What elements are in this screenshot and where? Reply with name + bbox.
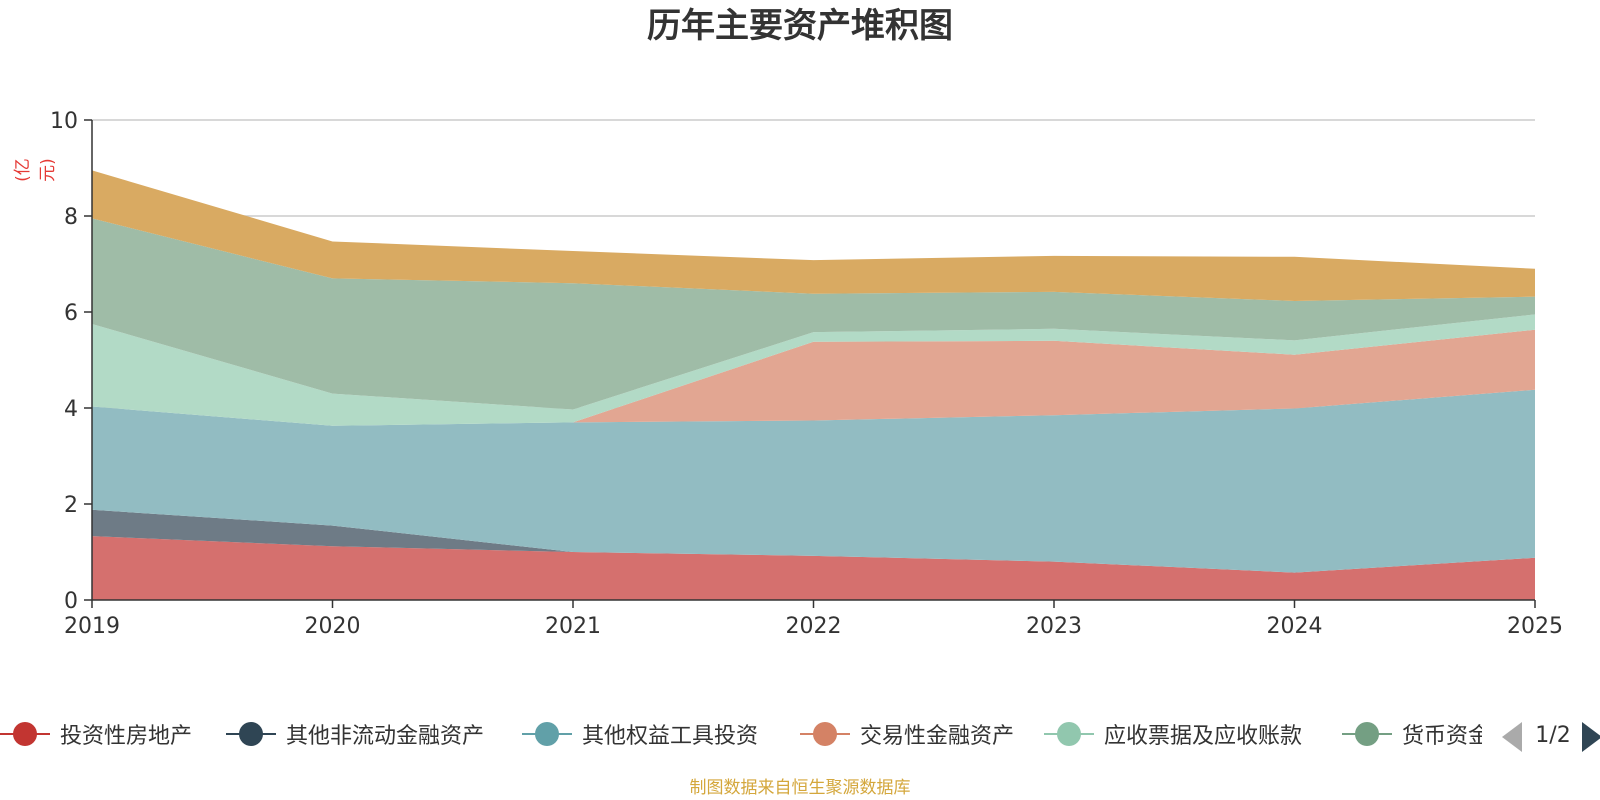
legend-item-label: 货币资金	[1402, 724, 1482, 749]
area-series-2	[92, 389, 1535, 573]
legend-item[interactable]: 其他非流动金融资产	[226, 716, 484, 752]
legend-page-indicator: 1/2	[1535, 723, 1571, 748]
y-tick-label: 4	[64, 397, 78, 422]
y-tick-label: 2	[64, 493, 78, 518]
legend: 投资性房地产 其他非流动金融资产 其他权益工具投资 交易性金融资产 应收票据及应收账款 货…	[0, 700, 1482, 760]
chart-title: 历年主要资产堆积图	[647, 6, 953, 46]
legend-item[interactable]: 应收票据及应收账款	[1044, 716, 1302, 752]
x-tick-label: 2025	[1507, 614, 1563, 639]
stacked-area-chart: 0 2 4 6 8 10 2019 2020 2021 2022 2023 2024 2025	[50, 109, 1563, 639]
y-tick-label: 0	[64, 589, 78, 614]
legend-item[interactable]: 投资性房地产	[0, 716, 192, 752]
legend-item-label: 其他权益工具投资	[582, 724, 759, 749]
legend-next-page-arrow-icon[interactable]	[1582, 722, 1600, 752]
legend-item-label: 交易性金融资产	[860, 724, 1015, 749]
x-tick-label: 2023	[1026, 614, 1082, 639]
area-series-3	[92, 329, 1535, 426]
legend-item-label: 应收票据及应收账款	[1104, 724, 1303, 749]
legend-circle-icon	[800, 719, 850, 749]
area-series-4	[92, 314, 1535, 426]
legend-item[interactable]: 其他权益工具投资	[522, 716, 758, 752]
legend-prev-page-arrow-icon[interactable]	[1502, 722, 1522, 752]
x-tick-label: 2021	[545, 614, 601, 639]
y-tick-label: 6	[64, 301, 78, 326]
y-tick-label: 8	[64, 205, 78, 230]
area-series-1	[92, 509, 1535, 573]
legend-item[interactable]: 交易性金融资产	[800, 716, 1014, 752]
data-source-note: 制图数据来自恒生聚源数据库	[689, 778, 911, 798]
area-series-0	[92, 536, 1535, 600]
x-tick-label: 2019	[64, 614, 120, 639]
area-series-6	[92, 170, 1535, 301]
legend-circle-icon	[226, 719, 276, 749]
x-tick-label: 2022	[786, 614, 842, 639]
y-tick-label: 10	[50, 109, 78, 134]
legend-circle-icon	[522, 719, 572, 749]
x-tick-label: 2024	[1267, 614, 1323, 639]
area-series-layer	[92, 170, 1535, 600]
legend-circle-icon	[0, 719, 50, 749]
legend-item-label: 其他非流动金融资产	[286, 724, 485, 749]
axes: 0 2 4 6 8 10 2019 2020 2021 2022 2023 2024 2025	[50, 109, 1563, 639]
legend-item[interactable]: 货币资金	[1342, 716, 1482, 752]
legend-item-label: 投资性房地产	[60, 724, 193, 749]
legend-circle-icon	[1342, 719, 1392, 749]
x-tick-label: 2020	[305, 614, 361, 639]
legend-circle-icon	[1044, 719, 1094, 749]
area-series-5	[92, 218, 1535, 410]
